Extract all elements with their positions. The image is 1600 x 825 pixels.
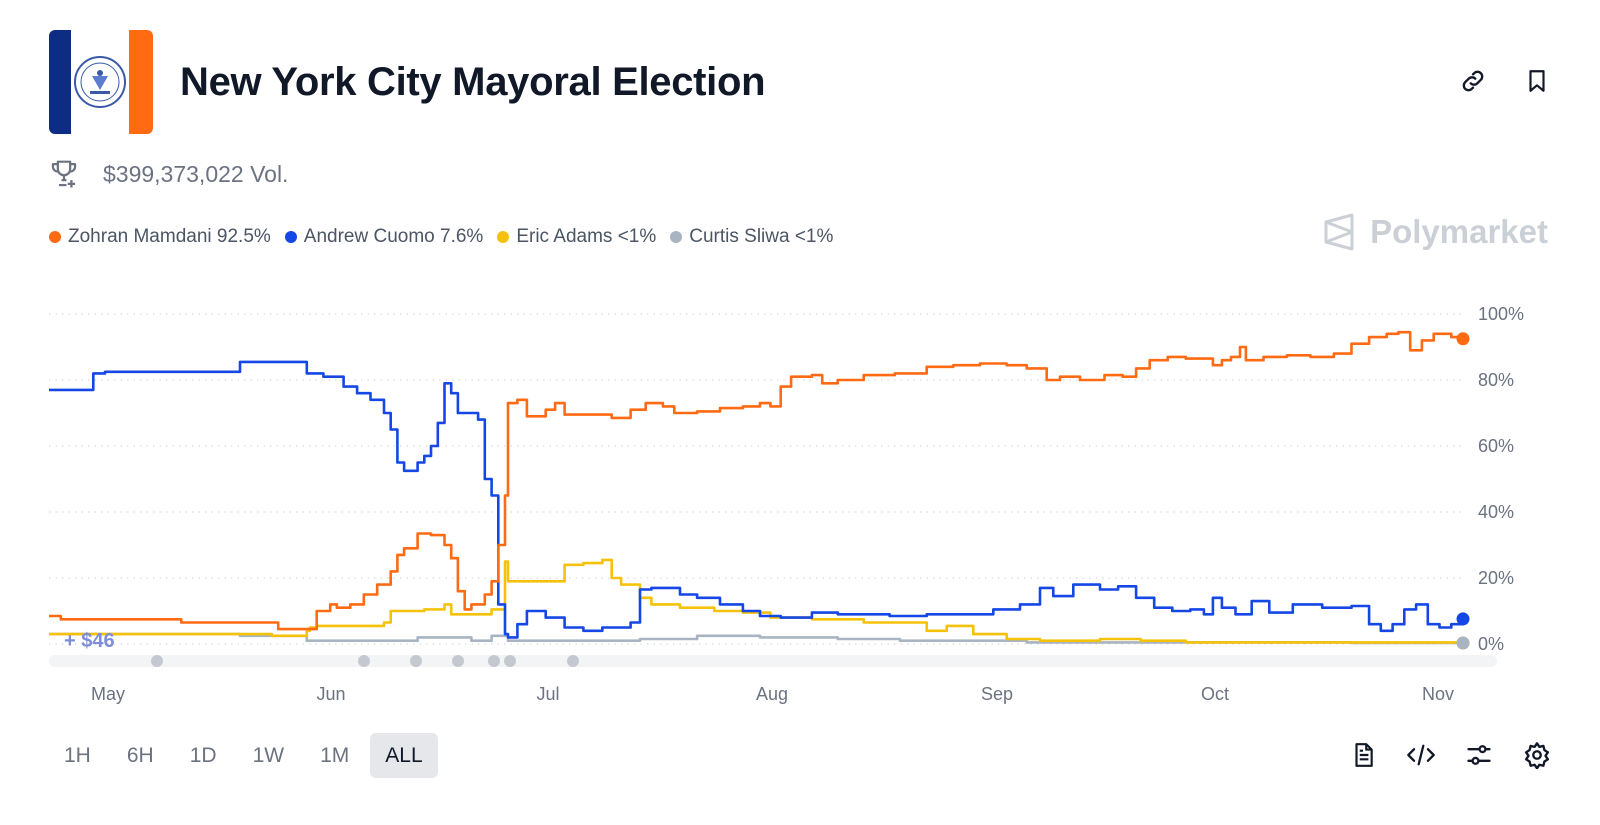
document-icon[interactable] [1348,740,1378,770]
series-line-eric-adams [49,558,1465,644]
legend-item-mamdani: Zohran Mamdani 92.5% [49,226,271,248]
price-chart[interactable]: 100% 80% 60% 40% 20% 0% May Jun Jul Aug Sep Oct Nov… [0,0,1600,725]
series-line-zohran-mamdani [49,330,1465,631]
y-tick-label: 20% [1478,568,1514,588]
y-tick-label: 0% [1478,634,1504,654]
y-tick-label: 80% [1478,370,1514,390]
y-tick-label: 60% [1478,436,1514,456]
range-1h-button[interactable]: 1H [64,743,91,767]
x-tick-label: Oct [1201,684,1229,704]
event-marker[interactable] [452,655,464,667]
trophy-icon [51,160,77,188]
range-all-button[interactable]: ALL [370,733,438,778]
x-tick-label: May [91,684,125,704]
x-tick-label: Jun [316,684,345,704]
bookmark-icon[interactable] [1522,66,1552,96]
event-marker[interactable] [488,655,500,667]
event-marker[interactable] [358,655,370,667]
legend-dot [49,231,61,243]
market-title: New York City Mayoral Election [180,59,766,104]
x-tick-label: Jul [536,684,559,704]
legend-dot [284,231,297,243]
legend-item-cuomo: Andrew Cuomo 7.6% [284,226,484,248]
range-1w-button[interactable]: 1W [252,743,285,767]
chart-legend: Zohran Mamdani 92.5% Andrew Cuomo 7.6% E… [49,226,847,248]
x-tick-label: Sep [981,684,1013,704]
link-icon[interactable] [1458,66,1488,96]
polymarket-watermark: Polymarket [1322,212,1548,252]
legend-dot [670,231,683,243]
legend-label: Curtis Sliwa <1% [689,226,834,247]
chart-tools [1348,740,1552,770]
volume-info: $399,373,022 Vol. [49,158,288,190]
legend-item-adams: Eric Adams <1% [497,226,656,248]
settings-gear-icon[interactable] [1522,740,1552,770]
legend-label: Andrew Cuomo 7.6% [303,226,484,247]
series-endpoint-curtis-sliwa [1456,636,1470,650]
event-marker[interactable] [567,655,579,667]
legend-label: Zohran Mamdani 92.5% [68,226,271,247]
x-tick-label: Nov [1422,684,1454,704]
y-tick-label: 40% [1478,502,1514,522]
nyc-seal-icon [74,56,126,108]
series-endpoint-andrew-cuomo [1456,612,1470,626]
series-line-andrew-cuomo [49,360,1465,639]
nyc-flag-logo [49,30,153,134]
event-marker[interactable] [151,655,163,667]
volume-text: $399,373,022 Vol. [103,160,289,187]
chart-annotation: + $46 [64,630,115,652]
event-marker[interactable] [410,655,422,667]
embed-code-icon[interactable] [1406,740,1436,770]
watermark-text: Polymarket [1370,213,1548,250]
range-6h-button[interactable]: 6H [126,743,154,767]
x-tick-label: Aug [756,684,788,704]
legend-dot [497,231,510,243]
range-1d-button[interactable]: 1D [189,743,217,767]
sliders-icon[interactable] [1464,740,1494,770]
series-endpoint-zohran-mamdani [1456,332,1470,346]
event-marker[interactable] [504,655,516,667]
top-actions [1458,66,1552,96]
polymarket-logo-icon [1324,213,1354,251]
y-tick-label: 100% [1478,304,1524,324]
legend-item-sliwa: Curtis Sliwa <1% [670,226,833,248]
event-track [49,655,1497,667]
legend-label: Eric Adams <1% [516,226,657,247]
time-range-selector: 1H 6H 1D 1W 1M ALL [49,733,444,778]
range-1m-button[interactable]: 1M [320,743,350,767]
series-line-curtis-sliwa [49,632,1463,645]
market-header: New York City Mayoral Election [49,30,766,134]
